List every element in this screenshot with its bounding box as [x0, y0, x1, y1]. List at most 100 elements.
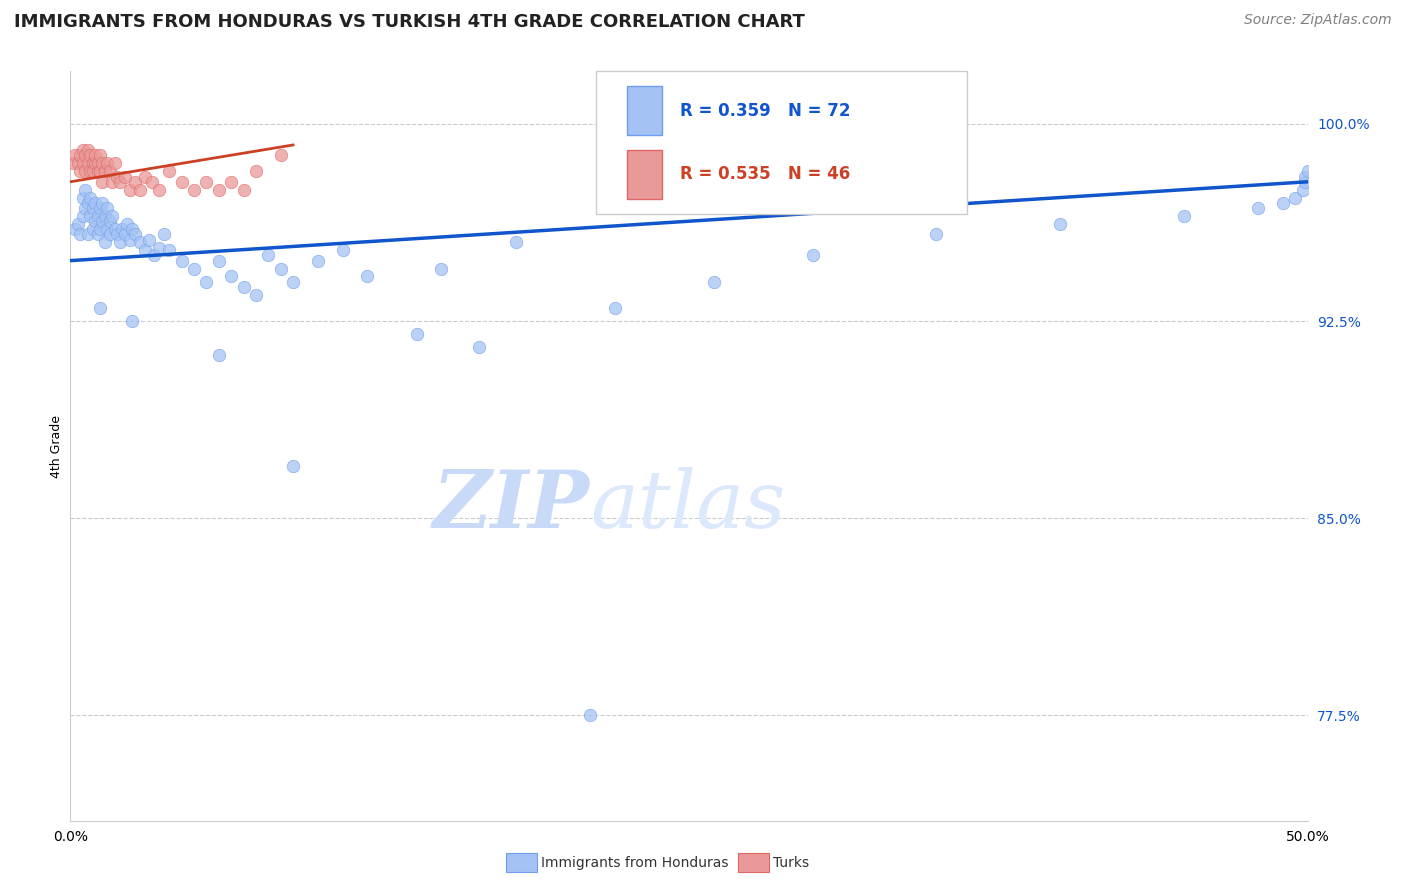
Point	[89, 222, 111, 236]
Point	[170, 175, 193, 189]
Point	[89, 301, 111, 315]
Point	[128, 183, 150, 197]
Point	[82, 156, 104, 170]
Text: R = 0.359   N = 72: R = 0.359 N = 72	[681, 102, 851, 120]
Point	[1296, 164, 1319, 178]
Point	[86, 156, 108, 170]
Point	[82, 201, 104, 215]
Point	[134, 243, 156, 257]
Point	[101, 209, 124, 223]
Point	[96, 156, 118, 170]
Point	[86, 164, 108, 178]
Point	[108, 235, 131, 250]
Point	[76, 227, 98, 242]
Point	[405, 327, 427, 342]
Point	[79, 164, 101, 178]
Point	[281, 275, 304, 289]
Point	[84, 156, 107, 170]
Text: Source: ZipAtlas.com: Source: ZipAtlas.com	[1244, 13, 1392, 28]
Point	[65, 222, 87, 236]
Point	[505, 235, 527, 250]
Point	[105, 169, 128, 184]
Point	[111, 222, 134, 236]
Point	[1294, 169, 1316, 184]
Point	[270, 148, 292, 162]
Point	[157, 164, 180, 178]
Point	[124, 175, 146, 189]
Point	[72, 209, 94, 223]
Point	[98, 227, 121, 242]
Point	[1173, 209, 1195, 223]
Point	[118, 233, 141, 247]
Point	[195, 175, 218, 189]
Point	[75, 164, 97, 178]
Point	[76, 195, 98, 210]
Point	[128, 235, 150, 250]
Point	[84, 214, 107, 228]
Point	[89, 148, 111, 162]
Point	[467, 340, 489, 354]
Point	[62, 156, 84, 170]
Point	[76, 143, 98, 157]
Point	[72, 156, 94, 170]
Point	[281, 458, 304, 473]
Point	[76, 156, 98, 170]
Point	[86, 227, 108, 242]
Point	[69, 227, 91, 242]
Point	[138, 233, 160, 247]
Point	[94, 235, 117, 250]
Point	[75, 183, 97, 197]
Point	[219, 269, 242, 284]
FancyBboxPatch shape	[627, 87, 662, 135]
Point	[183, 261, 205, 276]
Point	[1271, 195, 1294, 210]
Point	[114, 169, 136, 184]
Point	[195, 275, 218, 289]
Point	[69, 164, 91, 178]
Point	[356, 269, 378, 284]
Point	[69, 148, 91, 162]
FancyBboxPatch shape	[596, 71, 967, 214]
Point	[232, 183, 254, 197]
Point	[208, 183, 231, 197]
Point	[82, 164, 104, 178]
Point	[104, 222, 127, 236]
Point	[430, 261, 453, 276]
Point	[89, 201, 111, 215]
Point	[118, 183, 141, 197]
Point	[91, 214, 114, 228]
Point	[1284, 190, 1306, 204]
Point	[579, 708, 602, 723]
Point	[245, 164, 267, 178]
Text: Turks: Turks	[773, 855, 810, 870]
Point	[98, 214, 121, 228]
Point	[603, 301, 626, 315]
Point	[94, 209, 117, 223]
Point	[94, 164, 117, 178]
Point	[703, 275, 725, 289]
Y-axis label: 4th Grade: 4th Grade	[51, 415, 63, 477]
Point	[115, 217, 138, 231]
Point	[105, 227, 128, 242]
Point	[98, 164, 121, 178]
Point	[91, 156, 114, 170]
Point	[925, 227, 948, 242]
Point	[72, 143, 94, 157]
Point	[219, 175, 242, 189]
Point	[801, 248, 824, 262]
Point	[121, 222, 143, 236]
Point	[121, 314, 143, 328]
Point	[82, 222, 104, 236]
Point	[91, 175, 114, 189]
Point	[79, 209, 101, 223]
Point	[307, 253, 329, 268]
Point	[66, 217, 89, 231]
Point	[1247, 201, 1270, 215]
Point	[104, 156, 127, 170]
Point	[257, 248, 280, 262]
Text: ZIP: ZIP	[433, 467, 591, 545]
Point	[148, 240, 170, 254]
Point	[141, 175, 163, 189]
Point	[91, 195, 114, 210]
Point	[108, 175, 131, 189]
